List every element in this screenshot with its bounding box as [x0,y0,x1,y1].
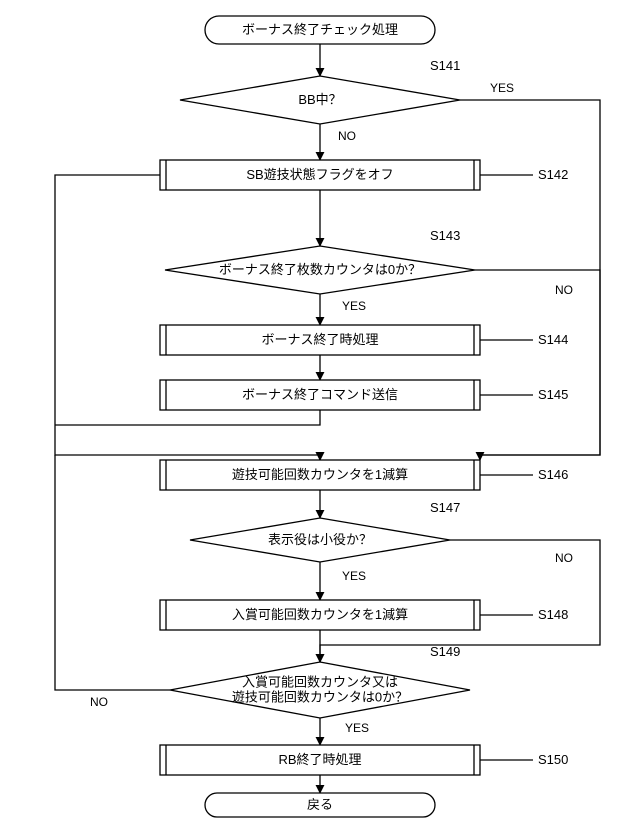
node-start: ボーナス終了チェック処理 [205,16,435,44]
node-label: 表示役は小役か？ [268,532,372,547]
node-label: ボーナス終了コマンド送信 [242,387,398,402]
step-label: S149 [430,644,460,659]
edge-label: NO [338,129,356,143]
node-d141: BB中？ S141 [180,58,502,124]
edge-label: YES [342,299,366,313]
edge [475,270,600,455]
step-label: S147 [430,500,460,515]
node-label: RB終了時処理 [278,752,361,767]
edge-label: NO [555,283,573,297]
step-label: S148 [538,607,568,622]
step-label: S143 [430,228,460,243]
node-label: ボーナス終了枚数カウンタは0か？ [219,262,421,277]
edge-label: YES [345,721,369,735]
node-label: 遊技可能回数カウンタを1減算 [232,467,408,482]
node-d147: 表示役は小役か？ S147 [190,500,492,562]
edge [55,410,320,425]
edge [55,175,320,460]
node-label: 入賞可能回数カウンタを1減算 [232,607,408,622]
edge-label: NO [90,695,108,709]
node-label: BB中？ [298,92,341,107]
node-label: SB遊技状態フラグをオフ [246,167,393,182]
node-p144: ボーナス終了時処理 S144 [160,325,568,355]
step-label: S146 [538,467,568,482]
step-label: S141 [430,58,460,73]
step-label: S144 [538,332,568,347]
edge-label: NO [555,551,573,565]
flowchart-canvas: NO YES YES NO YES NO YES NO ボーナス終了チェック処理 BB中？ S141… [0,0,640,827]
node-p142: SB遊技状態フラグをオフ S142 [160,160,568,190]
step-label: S150 [538,752,568,767]
node-d149: 入賞可能回数カウンタ又は遊技可能回数カウンタは0か？ S149 [170,644,512,718]
node-p145: ボーナス終了コマンド送信 S145 [160,380,568,410]
node-label: 入賞可能回数カウンタ又は [242,675,398,690]
node-return: 戻る [205,793,435,817]
edge-label: YES [490,81,514,95]
node-label: 戻る [307,797,333,812]
step-label: S145 [538,387,568,402]
node-label: ボーナス終了チェック処理 [242,22,398,37]
edge [55,455,170,690]
edge-label: YES [342,569,366,583]
node-p150: RB終了時処理 S150 [160,745,568,775]
node-label: ボーナス終了時処理 [261,332,378,347]
node-p146: 遊技可能回数カウンタを1減算 S146 [160,460,568,490]
node-label: 遊技可能回数カウンタは0か？ [232,690,408,705]
step-label: S142 [538,167,568,182]
edge [460,100,600,460]
node-d143: ボーナス終了枚数カウンタは0か？ S143 [165,228,517,294]
node-p148: 入賞可能回数カウンタを1減算 S148 [160,600,568,630]
